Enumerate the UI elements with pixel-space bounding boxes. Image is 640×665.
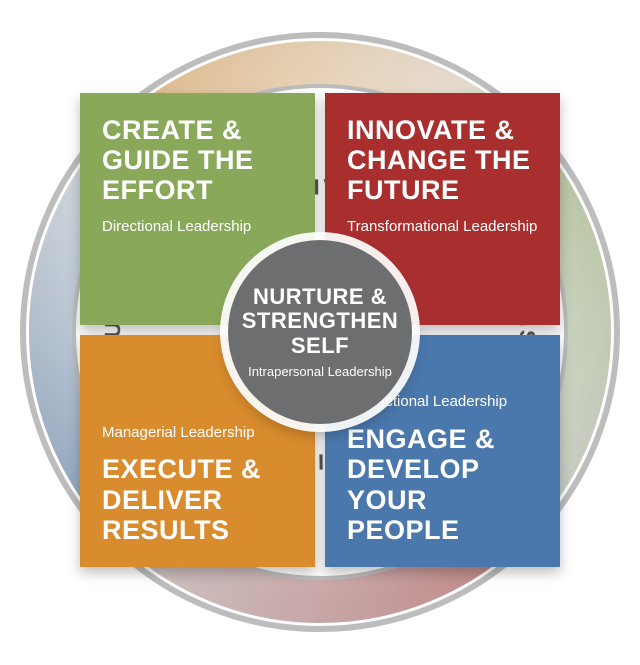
quad-tl-title: CREATE & GUIDE THE EFFORT [102,115,293,206]
quad-tr-subtitle: Transformational Leadership [347,218,538,237]
center-subtitle: Intrapersonal Leadership [248,364,392,379]
quad-bl-title: EXECUTE & DELIVER RESULTS [102,454,293,545]
quad-tr-title: INNOVATE & CHANGE THE FUTURE [347,115,538,206]
quad-bl-subtitle: Managerial Leadership [102,424,293,443]
leadership-model-diagram: EFFECTIVENESS MOBILISATION EFFICIENCY EX… [0,0,640,665]
center-disc: NURTURE & STRENGTHEN SELF Intrapersonal … [228,240,412,424]
quad-tl-subtitle: Directional Leadership [102,218,293,237]
quad-br-title: ENGAGE & DEVELOP YOUR PEOPLE [347,424,538,545]
center-title: NURTURE & STRENGTHEN SELF [228,285,412,359]
